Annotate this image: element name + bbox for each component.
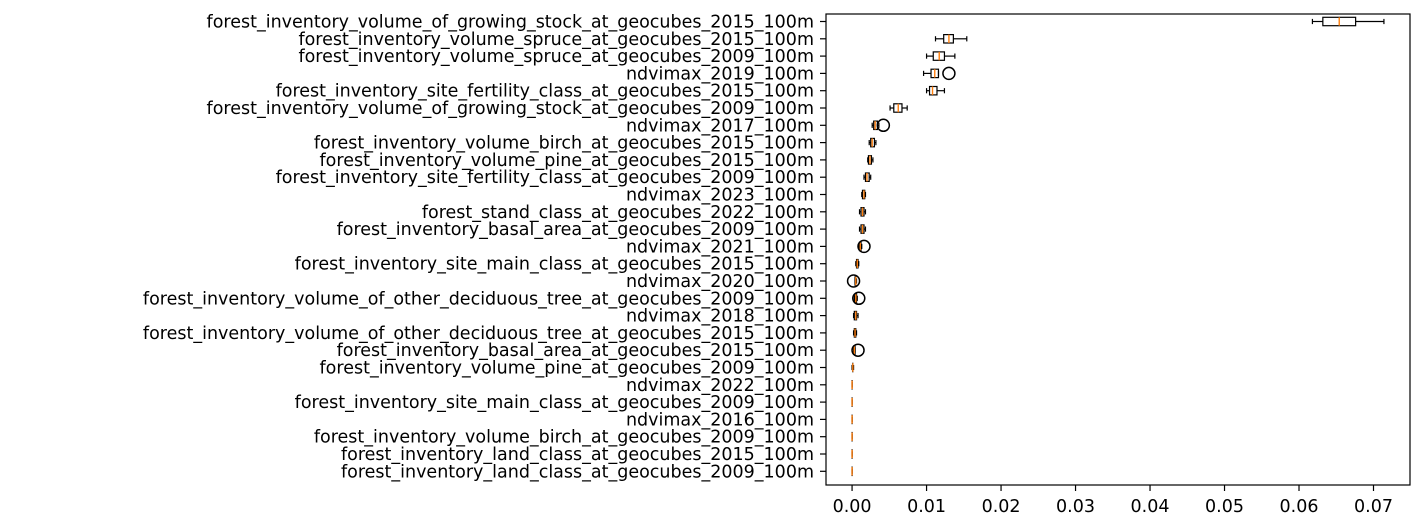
y-tick-label: forest_inventory_volume_pine_at_geocubes…	[320, 151, 814, 171]
box-group	[863, 172, 872, 182]
y-tick-label: forest_inventory_volume_birch_at_geocube…	[314, 134, 814, 154]
y-tick-label: ndvimax_2018_100m	[626, 307, 814, 327]
y-tick-label: ndvimax_2016_100m	[626, 410, 814, 430]
y-tick-label: forest_inventory_basal_area_at_geocubes_…	[337, 220, 814, 240]
box-group	[852, 328, 858, 338]
x-tick-label: 0.06	[1280, 497, 1319, 517]
box-group	[851, 343, 865, 357]
y-tick-label: forest_inventory_volume_of_growing_stock…	[207, 99, 814, 119]
y-tick-label: forest_inventory_volume_of_other_deciduo…	[143, 289, 814, 309]
box-group	[1311, 16, 1385, 27]
y-tick-label: forest_inventory_volume_spruce_at_geocub…	[298, 30, 814, 50]
box-group	[871, 118, 891, 133]
y-tick-label: ndvimax_2017_100m	[626, 116, 814, 136]
box-group	[922, 66, 956, 81]
box-group	[846, 274, 861, 288]
x-tick-label: 0.04	[1131, 497, 1170, 517]
y-tick-label: forest_inventory_volume_pine_at_geocubes…	[320, 359, 814, 379]
y-tick-label: ndvimax_2020_100m	[626, 272, 814, 292]
plot-marks	[846, 16, 1385, 477]
y-tick-label: ndvimax_2022_100m	[626, 376, 814, 396]
y-tick-label: forest_stand_class_at_geocubes_2022_100m	[422, 203, 814, 223]
box-group	[858, 224, 867, 234]
y-tick-label: forest_inventory_site_main_class_at_geoc…	[295, 393, 814, 413]
box-group	[925, 85, 946, 96]
x-tick-label: 0.01	[907, 497, 946, 517]
outlier-point	[846, 274, 861, 288]
box-group	[925, 51, 956, 61]
y-tick-label: forest_inventory_basal_area_at_geocubes_…	[337, 341, 814, 361]
y-tick-label: forest_inventory_volume_birch_at_geocube…	[314, 428, 814, 448]
box-group	[851, 362, 855, 373]
y-tick-label: forest_inventory_land_class_at_geocubes_…	[341, 462, 814, 482]
y-tick-label: ndvimax_2019_100m	[626, 64, 814, 84]
x-tick-label: 0.05	[1205, 497, 1244, 517]
box-group	[868, 137, 877, 148]
box-group	[855, 258, 860, 269]
box-group	[852, 310, 859, 321]
y-axis: forest_inventory_volume_of_growing_stock…	[143, 13, 826, 482]
box-group	[858, 207, 867, 217]
y-tick-label: forest_inventory_volume_spruce_at_geocub…	[298, 47, 814, 67]
outlier-point	[876, 118, 891, 133]
plot-frame	[825, 13, 1411, 486]
box-group	[857, 239, 871, 254]
outlier-point	[851, 343, 865, 357]
y-tick-label: ndvimax_2021_100m	[626, 237, 814, 257]
box-group	[867, 155, 874, 165]
y-tick-label: forest_inventory_site_main_class_at_geoc…	[295, 255, 814, 275]
x-tick-label: 0.03	[1056, 497, 1095, 517]
y-tick-label: forest_inventory_site_fertility_class_at…	[276, 82, 814, 102]
outlier-point	[852, 291, 866, 306]
y-tick-label: forest_inventory_site_fertility_class_at…	[276, 168, 814, 188]
y-tick-label: ndvimax_2023_100m	[626, 186, 814, 206]
x-tick-label: 0.02	[982, 497, 1021, 517]
box-group	[889, 103, 908, 113]
outlier-point	[857, 239, 871, 254]
x-tick-label: 0.00	[833, 497, 872, 517]
y-tick-label: forest_inventory_land_class_at_geocubes_…	[341, 445, 814, 465]
box-group	[852, 291, 866, 306]
x-axis: 0.00 0.01 0.02 0.03 0.04 0.05 0.06 0.07	[833, 485, 1393, 517]
box-group	[861, 189, 867, 200]
y-tick-label: forest_inventory_volume_of_growing_stock…	[207, 13, 814, 33]
box	[928, 85, 938, 96]
x-tick-label: 0.07	[1354, 497, 1393, 517]
box-group	[934, 33, 968, 44]
outlier-point	[942, 66, 956, 81]
y-tick-label: forest_inventory_volume_of_other_deciduo…	[143, 324, 814, 344]
